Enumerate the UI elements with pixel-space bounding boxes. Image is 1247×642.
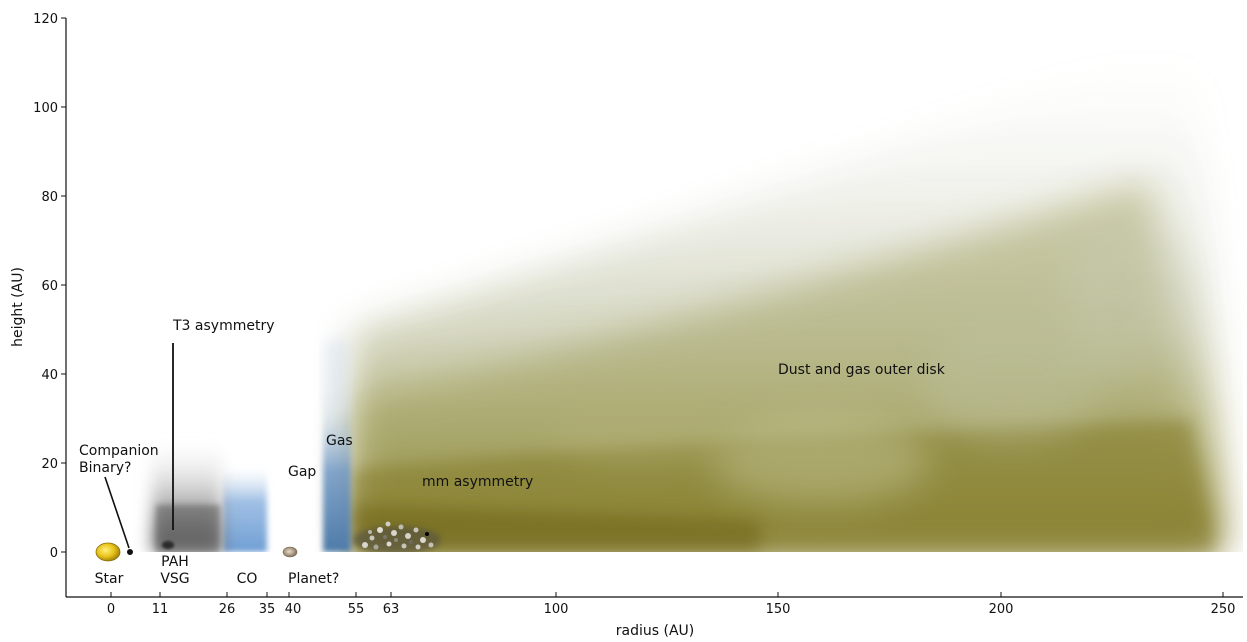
x-tick-label: 150: [766, 602, 791, 617]
companion-pointer-line: [104, 476, 130, 549]
outer-disk-label: Dust and gas outer disk: [778, 362, 946, 378]
y-axis-label: height (AU): [10, 267, 26, 347]
x-tick-label: 26: [219, 602, 236, 617]
x-tick-label: 0: [107, 602, 115, 617]
vsg-label: VSG: [160, 571, 189, 587]
inner-pah-vsg-region: [152, 440, 222, 552]
disk-regions: [152, 60, 1225, 552]
x-axis-label: radius (AU): [616, 623, 694, 639]
mm-asymmetry-clump: [353, 521, 441, 552]
gap-label: Gap: [288, 464, 316, 480]
y-axis: 0 20 40 60 80 100 120 height (AU): [10, 12, 67, 597]
x-tick-label: 200: [989, 602, 1014, 617]
co-region: [223, 468, 267, 552]
planet-label: Planet?: [288, 571, 339, 587]
companion-dot: [127, 549, 133, 555]
pah-label: PAH: [161, 554, 189, 570]
x-tick-label: 40: [285, 602, 302, 617]
outer-disk-region: [352, 60, 1225, 552]
y-tick-label: 80: [41, 190, 58, 205]
y-tick-label: 40: [41, 368, 58, 383]
gas-label: Gas: [326, 433, 353, 449]
x-tick-label: 55: [348, 602, 365, 617]
companion-label-line1: Companion: [79, 443, 159, 459]
t3-asymmetry-label: T3 asymmetry: [172, 318, 275, 334]
y-tick-label: 100: [33, 101, 58, 116]
x-tick-label: 100: [544, 602, 569, 617]
mm-asymmetry-label: mm asymmetry: [422, 474, 533, 490]
planet-object: [282, 546, 298, 558]
x-tick-label: 35: [259, 602, 276, 617]
y-tick-label: 0: [50, 546, 58, 561]
region-labels: Star Companion Binary? T3 asymmetry PAH …: [79, 318, 946, 587]
star-object: [95, 542, 121, 562]
gas-region: [323, 340, 351, 552]
y-tick-label: 120: [33, 12, 58, 27]
companion-label-line2: Binary?: [79, 460, 131, 476]
x-tick-label: 250: [1211, 602, 1236, 617]
x-axis: 0 11 26 35 40 55 63 100 150 200 250 radi…: [66, 592, 1243, 639]
star-label: Star: [95, 571, 124, 587]
co-label: CO: [237, 571, 258, 587]
y-tick-label: 60: [41, 279, 58, 294]
x-tick-label: 11: [152, 602, 169, 617]
x-tick-label: 63: [383, 602, 400, 617]
y-tick-label: 20: [41, 457, 58, 472]
